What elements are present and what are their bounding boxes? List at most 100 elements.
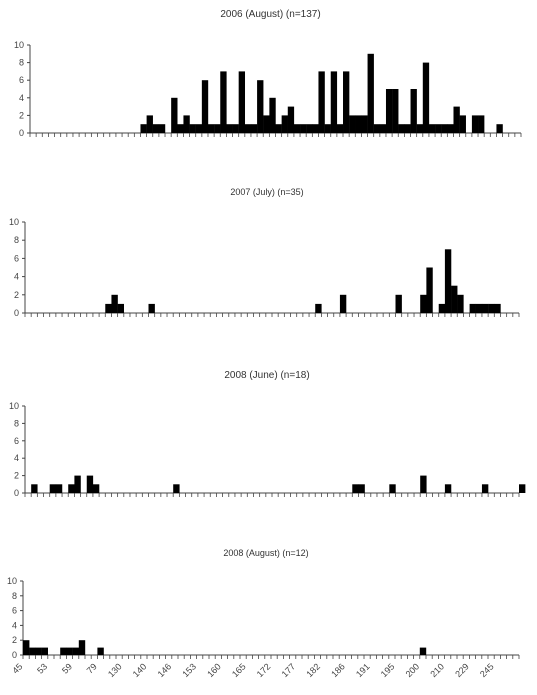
bar: [195, 124, 203, 133]
bar: [496, 124, 503, 133]
y-tick-label: 8: [14, 235, 19, 245]
bar: [207, 124, 215, 133]
x-tick-label: 186: [329, 661, 347, 679]
bar: [481, 303, 489, 313]
bar: [29, 647, 36, 655]
bar: [392, 89, 399, 133]
bar: [519, 484, 526, 493]
bar: [55, 484, 63, 493]
bar: [435, 124, 442, 133]
bar: [23, 640, 30, 655]
y-tick-label: 10: [9, 217, 19, 227]
x-tick-label: 200: [404, 661, 422, 679]
bar: [441, 124, 448, 133]
bar: [238, 71, 246, 133]
y-tick-label: 2: [14, 290, 19, 300]
bar: [318, 71, 325, 133]
bar: [352, 484, 359, 493]
bar: [469, 303, 476, 313]
chart-panel-4: 2008 (August) (n=12) 0 2 4 6 8 10 45 53 59 79 130 14…: [7, 548, 520, 679]
y-tick-label: 6: [19, 75, 24, 85]
bar: [105, 303, 112, 313]
bar: [361, 115, 368, 133]
bar: [74, 475, 81, 493]
bar: [293, 124, 301, 133]
bar: [420, 294, 427, 313]
x-tick-label: 165: [230, 661, 248, 679]
y-tick-label: 0: [14, 488, 19, 498]
y-tick-label: 8: [12, 591, 17, 601]
bar: [444, 249, 452, 313]
bar: [385, 89, 393, 133]
bar: [41, 647, 48, 655]
bar: [459, 115, 466, 133]
bar: [117, 303, 124, 313]
bar: [471, 115, 479, 133]
y-tick-label: 6: [12, 606, 17, 616]
bar: [148, 303, 155, 313]
bar: [343, 71, 350, 133]
chart-panel-2: 2007 (July) (n=35) 0 2 4 6 8 10: [9, 187, 520, 318]
bar: [367, 53, 374, 133]
bar: [269, 97, 276, 133]
bar: [152, 124, 160, 133]
y-tick-label: 8: [19, 58, 24, 68]
bar: [158, 124, 166, 133]
x-tick-label: 172: [255, 661, 273, 679]
bar: [201, 80, 209, 133]
y-tick-label: 0: [12, 650, 17, 660]
bar: [220, 71, 227, 133]
chart-panel-3: 2008 (June) (n=18) 0 2 4 6 8 10: [9, 370, 526, 498]
bar: [389, 484, 396, 493]
bar: [438, 303, 446, 313]
bar: [140, 124, 147, 133]
bar: [379, 124, 387, 133]
x-tick-label: 53: [35, 661, 49, 675]
bar: [410, 89, 417, 133]
y-tick-label: 6: [14, 436, 19, 446]
bar: [488, 303, 495, 313]
y-tick-label: 4: [19, 93, 24, 103]
bar: [171, 97, 178, 133]
bar: [287, 106, 295, 133]
bar: [373, 124, 381, 133]
x-tick-label: 210: [428, 661, 446, 679]
bar: [355, 115, 362, 133]
x-tick-label: 177: [280, 661, 298, 679]
bar: [398, 124, 405, 133]
bar: [86, 475, 94, 493]
chart-title: 2007 (July) (n=35): [230, 187, 303, 197]
x-tick-label: 140: [131, 661, 149, 679]
x-tick-label: 160: [205, 661, 223, 679]
bar: [478, 115, 485, 133]
y-tick-label: 10: [7, 576, 17, 586]
bar: [72, 647, 79, 655]
x-tick-label: 182: [304, 661, 322, 679]
bar: [60, 647, 67, 655]
bar: [339, 294, 347, 313]
bar: [451, 285, 458, 313]
x-tick-label: 191: [354, 661, 372, 679]
x-tick-label: 245: [478, 661, 496, 679]
x-tick-label: 45: [10, 661, 24, 675]
bar: [349, 115, 356, 133]
bar: [453, 106, 460, 133]
y-tick-label: 2: [12, 635, 17, 645]
bar: [244, 124, 252, 133]
bar: [189, 124, 196, 133]
bar: [183, 115, 190, 133]
bar: [275, 124, 282, 133]
bar: [232, 124, 239, 133]
bar: [111, 294, 118, 313]
bar: [481, 484, 489, 493]
bar: [422, 62, 430, 133]
bar: [263, 115, 270, 133]
chart-title: 2008 (June) (n=18): [224, 370, 309, 381]
bar: [330, 71, 338, 133]
bar: [444, 484, 452, 493]
y-tick-label: 2: [14, 471, 19, 481]
x-tick-label: 79: [85, 661, 99, 675]
y-tick-label: 0: [19, 128, 24, 138]
